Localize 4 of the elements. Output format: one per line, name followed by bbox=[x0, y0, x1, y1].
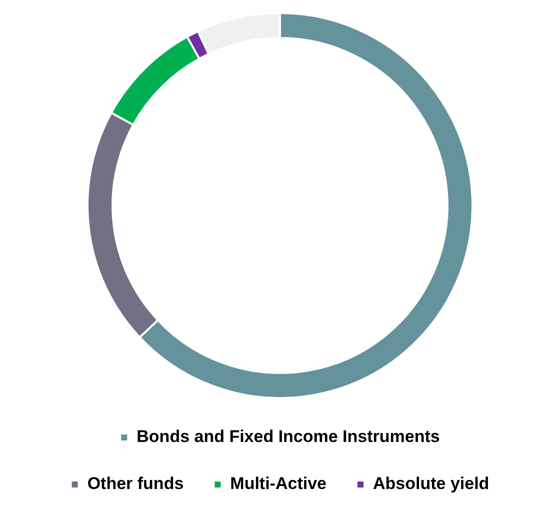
legend-label: Other funds bbox=[87, 474, 184, 494]
legend-label: Multi-Active bbox=[230, 474, 326, 494]
legend-label: Bonds and Fixed Income Instruments bbox=[136, 427, 440, 446]
legend-label: Absolute yield bbox=[372, 474, 490, 494]
